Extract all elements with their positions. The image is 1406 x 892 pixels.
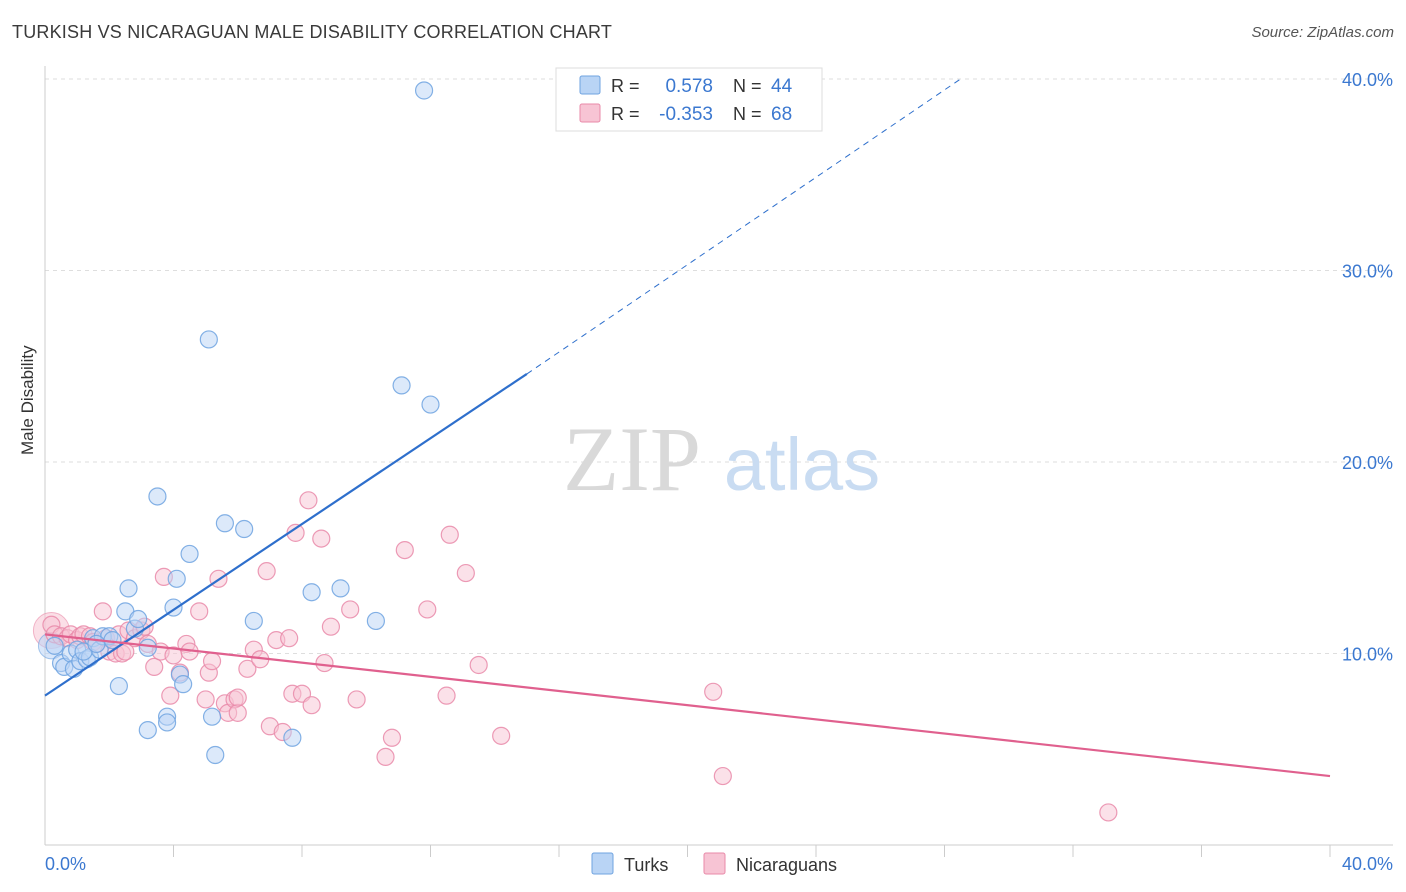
point-turks-35 bbox=[302, 583, 321, 602]
data-points bbox=[32, 81, 1118, 822]
point-nicaraguans-26 bbox=[161, 686, 180, 705]
point-nicaraguans-41 bbox=[238, 659, 257, 678]
x-tick-label-1: 40.0% bbox=[1342, 854, 1393, 874]
y-tick-label-2: 30.0% bbox=[1342, 262, 1393, 282]
legend-swatch-turks bbox=[579, 75, 601, 95]
point-nicaraguans-70 bbox=[1099, 803, 1118, 822]
point-nicaraguans-59 bbox=[382, 728, 402, 747]
series-legend-label-turks: Turks bbox=[624, 855, 668, 875]
point-turks-29 bbox=[202, 707, 222, 726]
point-turks-34 bbox=[283, 728, 302, 747]
point-nicaraguans-65 bbox=[469, 655, 488, 675]
point-turks-32 bbox=[235, 519, 254, 539]
watermark-atlas: atlas bbox=[724, 423, 880, 506]
axes bbox=[44, 66, 1393, 857]
point-turks-33 bbox=[244, 611, 263, 631]
point-turks-30 bbox=[206, 745, 225, 765]
legend-r-value-nicaraguans: -0.353 bbox=[659, 104, 713, 125]
point-turks-26 bbox=[174, 675, 193, 694]
point-nicaraguans-66 bbox=[437, 686, 456, 705]
y-tick-labels: 10.0% 20.0% 30.0% 40.0% bbox=[1342, 70, 1393, 665]
legend-r-label-turks: R = bbox=[611, 76, 640, 96]
stats-legend: R = 0.578 N = 44 R = -0.353 N = 68 bbox=[555, 67, 823, 132]
point-turks-22 bbox=[157, 713, 177, 732]
y-tick-label-3: 40.0% bbox=[1342, 70, 1393, 90]
point-nicaraguans-56 bbox=[321, 617, 341, 636]
point-nicaraguans-39 bbox=[228, 703, 247, 722]
point-nicaraguans-67 bbox=[492, 726, 511, 745]
series-legend: Turks Nicaraguans bbox=[591, 852, 837, 875]
point-nicaraguans-40 bbox=[228, 688, 247, 707]
point-nicaraguans-55 bbox=[315, 653, 334, 673]
point-turks-0 bbox=[45, 636, 64, 655]
point-nicaraguans-60 bbox=[376, 747, 395, 767]
chart-title: TURKISH VS NICARAGUAN MALE DISABILITY CO… bbox=[12, 22, 613, 42]
trend-line-turks bbox=[44, 372, 528, 697]
legend-n-value-turks: 44 bbox=[771, 76, 793, 97]
series-legend-swatch-turks bbox=[591, 852, 614, 875]
y-tick-label-1: 20.0% bbox=[1342, 453, 1393, 473]
point-nicaraguans-31 bbox=[190, 602, 209, 621]
point-turks-24 bbox=[167, 569, 186, 588]
point-nicaraguans-11 bbox=[93, 602, 112, 621]
legend-n-label-nicaraguans: N = bbox=[733, 104, 762, 124]
trend-line-nicaraguans bbox=[44, 633, 1331, 778]
point-nicaraguans-63 bbox=[440, 525, 459, 544]
x-tick-labels: 0.0% 40.0% bbox=[45, 854, 1393, 874]
legend-n-label-turks: N = bbox=[733, 76, 762, 96]
point-nicaraguans-68 bbox=[704, 682, 723, 701]
x-tick-label-0: 0.0% bbox=[45, 854, 86, 874]
point-turks-38 bbox=[392, 376, 411, 395]
point-nicaraguans-44 bbox=[257, 562, 276, 581]
legend-r-label-nicaraguans: R = bbox=[611, 104, 640, 124]
point-turks-31 bbox=[215, 514, 234, 533]
point-nicaraguans-57 bbox=[341, 600, 360, 619]
point-turks-37 bbox=[366, 611, 385, 631]
point-turks-43 bbox=[87, 634, 106, 654]
point-turks-20 bbox=[148, 487, 167, 506]
point-turks-17 bbox=[129, 609, 148, 629]
point-nicaraguans-61 bbox=[395, 540, 414, 560]
point-nicaraguans-54 bbox=[312, 529, 331, 548]
point-turks-39 bbox=[414, 81, 434, 100]
point-nicaraguans-64 bbox=[456, 563, 475, 583]
point-turks-36 bbox=[331, 579, 350, 598]
source-label: Source: ZipAtlas.com bbox=[1251, 24, 1394, 41]
point-nicaraguans-23 bbox=[145, 657, 164, 677]
legend-swatch-nicaraguans bbox=[579, 103, 601, 123]
series-legend-label-nicaraguans: Nicaraguans bbox=[736, 855, 837, 875]
trend-lines bbox=[44, 78, 1331, 778]
point-nicaraguans-62 bbox=[418, 600, 437, 619]
point-turks-13 bbox=[109, 676, 128, 696]
point-turks-28 bbox=[199, 330, 218, 349]
point-turks-19 bbox=[138, 638, 157, 657]
series-legend-swatch-nicaraguans bbox=[703, 852, 726, 875]
y-tick-label-0: 10.0% bbox=[1342, 645, 1393, 665]
point-nicaraguans-32 bbox=[196, 690, 215, 709]
point-turks-15 bbox=[119, 579, 138, 598]
legend-n-value-nicaraguans: 68 bbox=[771, 104, 792, 125]
point-turks-40 bbox=[421, 395, 440, 414]
point-nicaraguans-34 bbox=[202, 652, 222, 671]
watermark: ZIP atlas bbox=[563, 408, 880, 510]
grid-lines bbox=[45, 78, 1390, 654]
point-nicaraguans-48 bbox=[280, 629, 299, 648]
point-nicaraguans-69 bbox=[713, 766, 732, 786]
watermark-zip: ZIP bbox=[563, 408, 701, 510]
legend-r-value-turks: 0.578 bbox=[665, 76, 713, 97]
point-nicaraguans-58 bbox=[347, 690, 366, 709]
point-nicaraguans-52 bbox=[299, 491, 318, 510]
point-turks-27 bbox=[180, 544, 199, 564]
point-nicaraguans-53 bbox=[302, 696, 321, 715]
point-turks-18 bbox=[138, 720, 157, 740]
